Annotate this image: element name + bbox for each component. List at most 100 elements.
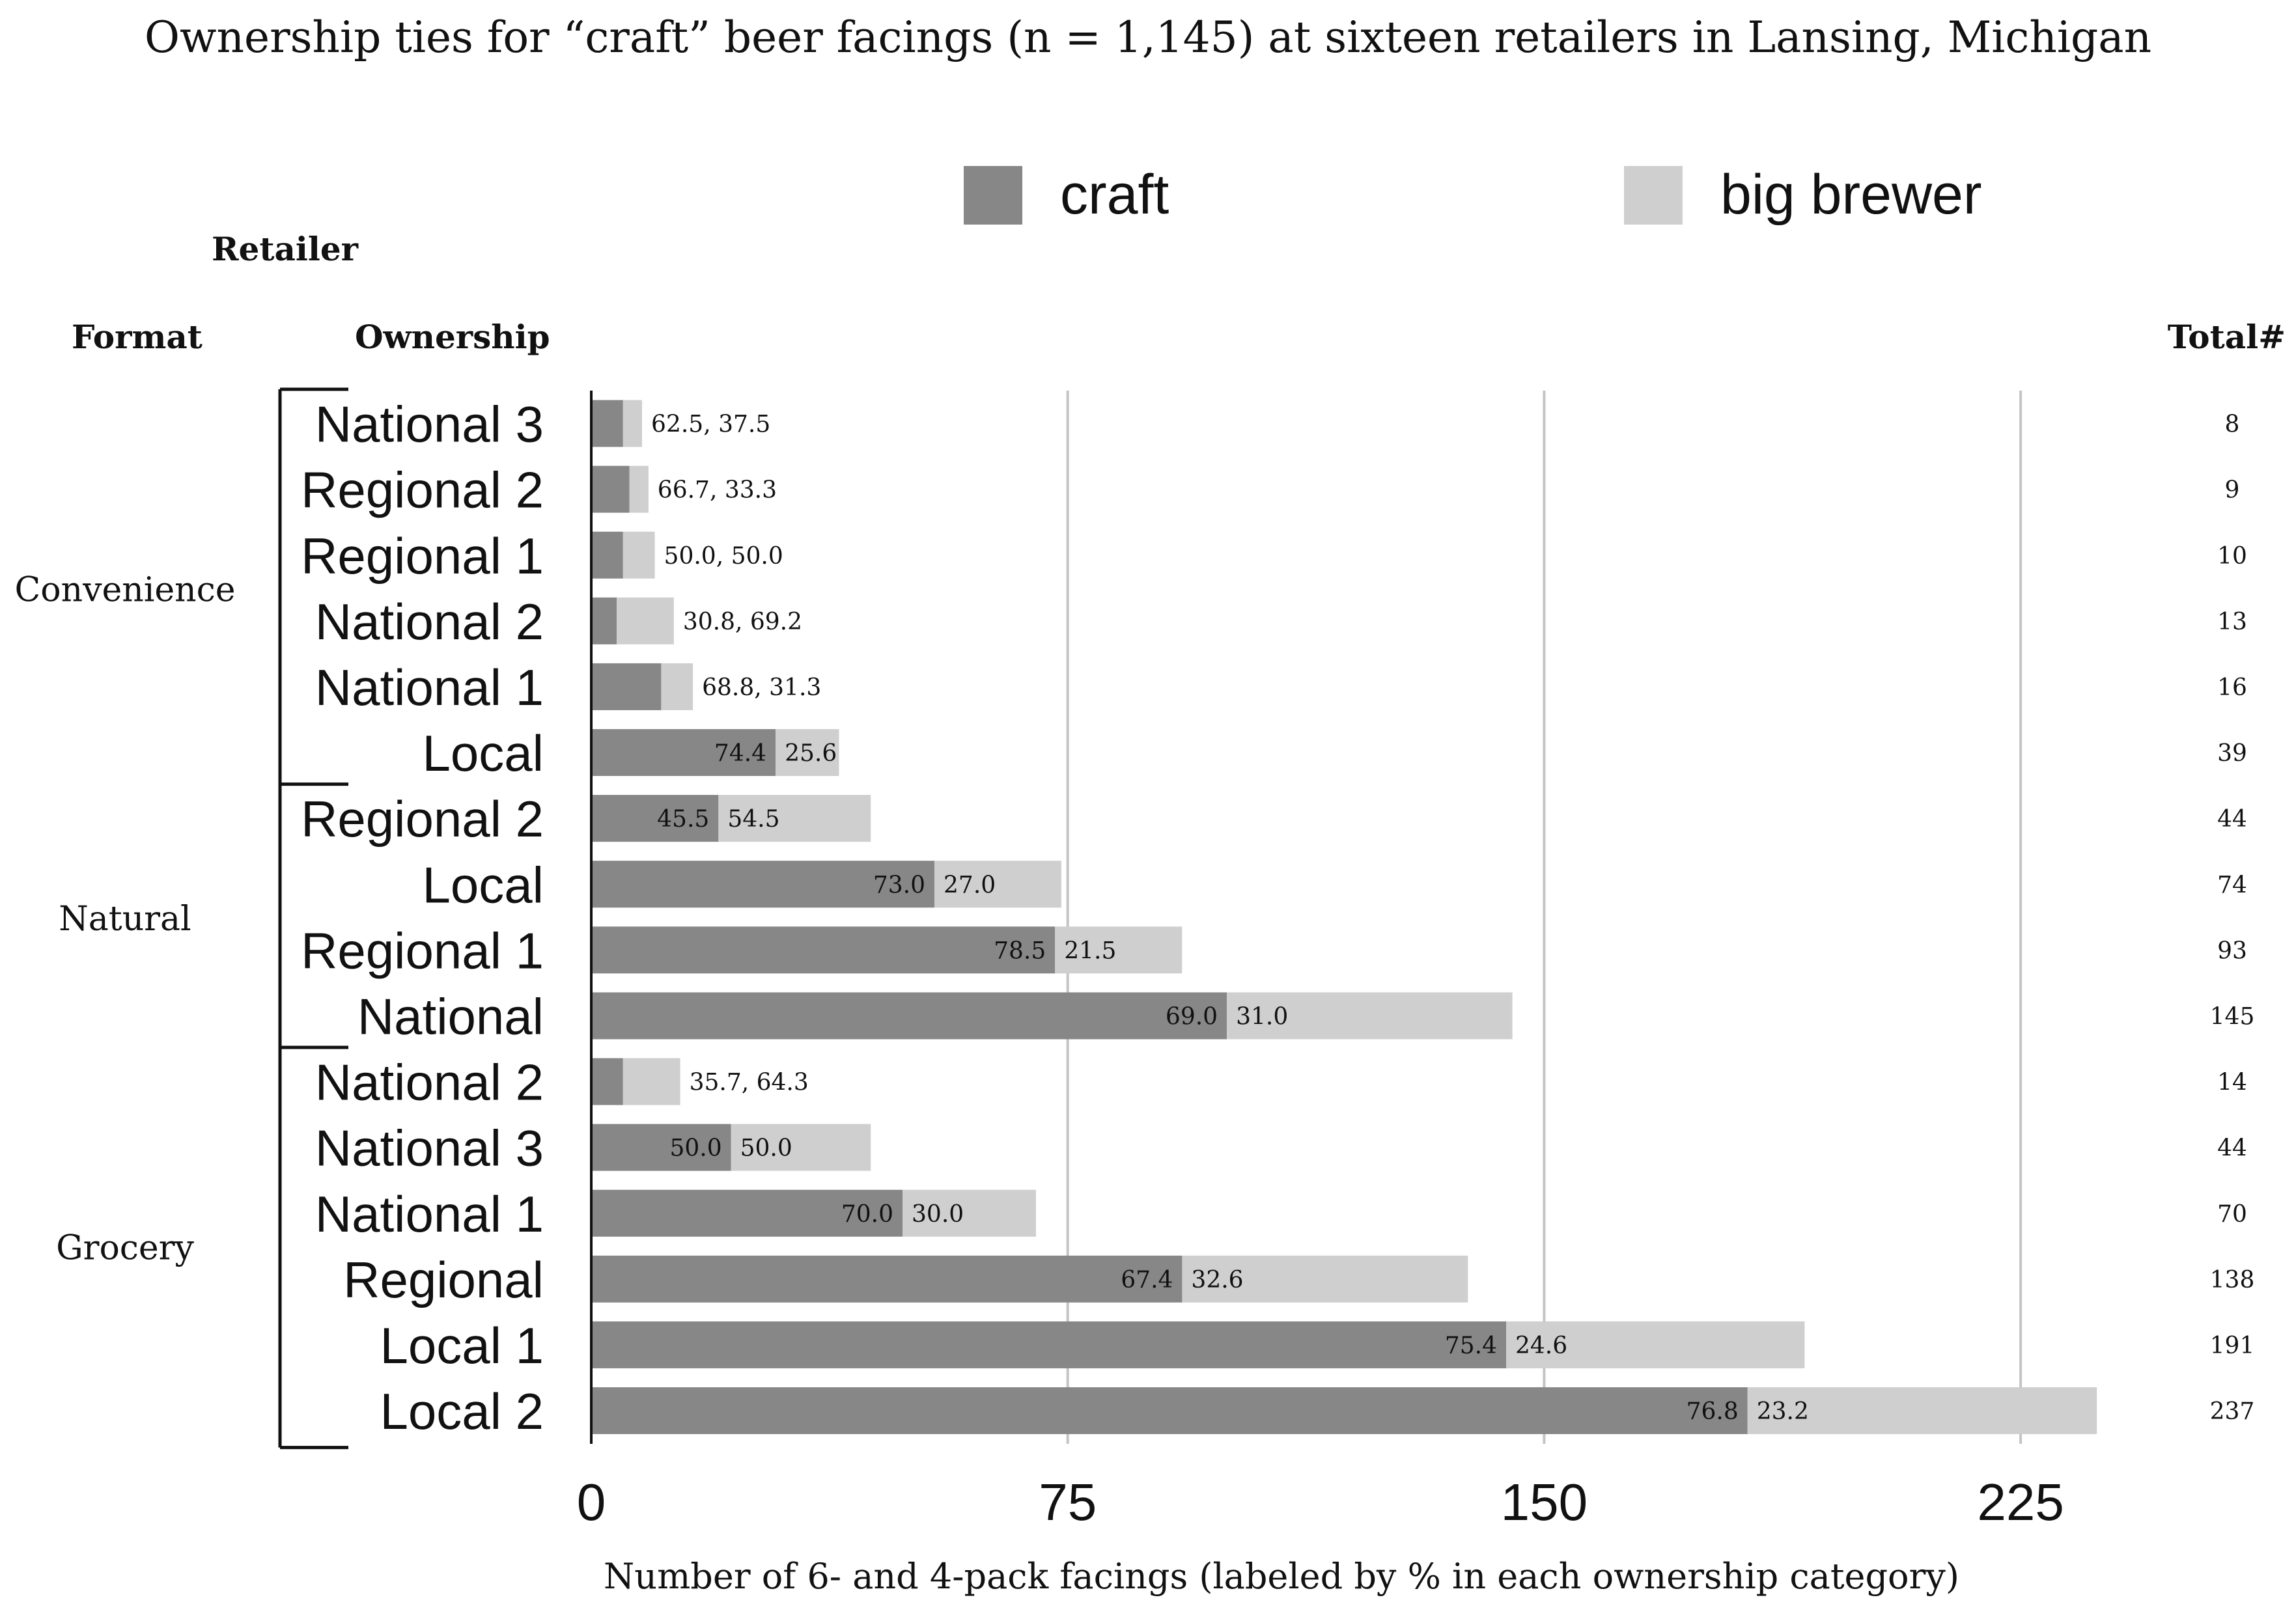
ownership-label-convenience-regional-2: Regional 2 (301, 462, 544, 519)
total-labels: 8 9 10 13 16 39 44 74 93 145 14 44 70 138 191 237 (2210, 411, 2255, 1426)
value-label-big-brewer-grocery-regional: 32.6 (1191, 1267, 1243, 1293)
total-label-grocery-regional: 138 (2210, 1267, 2255, 1293)
bar-craft-grocery-national-1 (591, 1189, 903, 1237)
ownership-label-natural-regional-1: Regional 1 (301, 922, 544, 979)
bar-craft-convenience-national-3 (591, 400, 623, 447)
x-tick-label-0: 0 (577, 1473, 606, 1531)
value-label-craft-grocery-regional: 67.4 (1121, 1267, 1173, 1293)
ownership-label-natural-local: Local (423, 856, 544, 913)
bar-craft-natural-national (591, 992, 1227, 1040)
bar-big-brewer-grocery-local-2 (1747, 1387, 2097, 1435)
header-total: Total# (2168, 318, 2286, 356)
value-label-big-brewer-natural-regional-1: 21.5 (1064, 937, 1116, 964)
format-labels: Convenience Natural Grocery (14, 570, 235, 1267)
ownership-label-convenience-national-1: National 1 (315, 659, 544, 716)
bar-craft-grocery-national-2 (591, 1058, 623, 1105)
total-label-convenience-national-3: 8 (2225, 411, 2240, 438)
bar-big-brewer-convenience-regional-2 (629, 465, 649, 513)
value-label-convenience-regional-2: 66.7, 33.3 (658, 477, 777, 504)
bar-big-brewer-grocery-national-1 (903, 1189, 1036, 1237)
value-label-big-brewer-grocery-national-3: 50.0 (740, 1135, 792, 1162)
legend-label-craft: craft (1060, 163, 1169, 226)
value-label-convenience-national-2: 30.8, 69.2 (683, 609, 802, 635)
value-labels: 62.5, 37.5 66.7, 33.3 50.0, 50.0 30.8, 69.2… (651, 411, 1809, 1426)
format-label-natural: Natural (59, 900, 191, 939)
value-label-craft-natural-local: 73.0 (873, 872, 925, 898)
x-tick-label-75: 75 (1039, 1473, 1097, 1531)
total-label-grocery-national-1: 70 (2217, 1201, 2247, 1228)
ownership-label-natural-national: National (357, 988, 544, 1045)
bar-big-brewer-grocery-national-3 (731, 1124, 871, 1171)
bar-craft-grocery-local-1 (591, 1321, 1507, 1368)
value-label-craft-grocery-local-1: 75.4 (1445, 1333, 1497, 1359)
bar-big-brewer-grocery-local-1 (1506, 1321, 1805, 1368)
bar-craft-grocery-national-3 (591, 1124, 731, 1171)
bar-craft-convenience-national-1 (591, 663, 662, 710)
format-label-grocery: Grocery (56, 1228, 194, 1267)
ownership-label-grocery-national-1: National 1 (315, 1185, 544, 1243)
value-label-convenience-national-3: 62.5, 37.5 (651, 411, 770, 438)
value-label-craft-natural-regional-1: 78.5 (994, 937, 1046, 964)
legend-swatch-craft (964, 166, 1022, 225)
ownership-label-convenience-national-3: National 3 (315, 396, 544, 453)
total-label-natural-regional-2: 44 (2217, 806, 2247, 833)
legend-swatch-big-brewer (1624, 166, 1683, 225)
x-tick-label-225: 225 (1977, 1473, 2064, 1531)
legend: craft big brewer (964, 163, 1982, 226)
bar-big-brewer-convenience-local (776, 729, 839, 777)
bar-big-brewer-natural-local (934, 861, 1061, 908)
ownership-label-grocery-national-2: National 2 (315, 1054, 544, 1111)
value-label-big-brewer-natural-local: 27.0 (944, 872, 996, 898)
value-label-craft-grocery-national-1: 70.0 (841, 1201, 893, 1228)
header-ownership: Ownership (355, 318, 550, 356)
ownership-label-convenience-regional-1: Regional 1 (301, 527, 544, 585)
x-tick-label-150: 150 (1501, 1473, 1588, 1531)
bars (591, 400, 2097, 1435)
chart-title: Ownership ties for “craft” beer facings … (145, 12, 2151, 62)
total-label-convenience-local: 39 (2217, 740, 2247, 767)
bar-craft-natural-regional-2 (591, 795, 719, 842)
format-label-convenience: Convenience (14, 570, 235, 609)
bar-craft-natural-regional-1 (591, 926, 1056, 974)
ownership-label-grocery-local-2: Local 2 (380, 1383, 544, 1440)
total-label-grocery-local-2: 237 (2210, 1398, 2255, 1425)
bar-big-brewer-grocery-regional (1182, 1255, 1468, 1303)
x-axis: 0 75 150 225 (577, 391, 2064, 1531)
value-label-craft-grocery-local-2: 76.8 (1687, 1398, 1739, 1425)
header-format: Format (72, 318, 203, 356)
value-label-craft-natural-regional-2: 45.5 (657, 806, 709, 833)
value-label-convenience-national-1: 68.8, 31.3 (702, 674, 821, 701)
total-label-grocery-national-2: 14 (2217, 1070, 2247, 1096)
bar-craft-convenience-national-2 (591, 597, 617, 644)
value-label-big-brewer-natural-national: 31.0 (1236, 1003, 1288, 1030)
total-label-natural-local: 74 (2217, 872, 2247, 898)
bar-craft-grocery-local-2 (591, 1387, 1748, 1435)
value-label-craft-grocery-national-3: 50.0 (669, 1135, 721, 1162)
value-label-big-brewer-grocery-local-2: 23.2 (1757, 1398, 1809, 1425)
bar-big-brewer-convenience-regional-1 (623, 531, 655, 579)
total-label-grocery-local-1: 191 (2210, 1333, 2255, 1359)
value-label-craft-natural-national: 69.0 (1166, 1003, 1218, 1030)
format-brackets (278, 387, 348, 1450)
ownership-label-convenience-national-2: National 2 (315, 593, 544, 650)
bar-craft-convenience-regional-2 (591, 465, 630, 513)
bar-craft-convenience-local (591, 729, 776, 777)
value-label-convenience-regional-1: 50.0, 50.0 (664, 543, 783, 570)
value-label-big-brewer-natural-regional-2: 54.5 (727, 806, 779, 833)
legend-label-big-brewer: big brewer (1720, 163, 1982, 226)
x-axis-label: Number of 6- and 4-pack facings (labeled… (604, 1556, 1959, 1597)
bar-big-brewer-natural-regional-2 (718, 795, 871, 842)
bar-craft-convenience-regional-1 (591, 531, 623, 579)
bar-big-brewer-natural-national (1227, 992, 1513, 1040)
value-label-big-brewer-convenience-local: 25.6 (785, 740, 837, 767)
bar-big-brewer-convenience-national-1 (661, 663, 693, 710)
bar-big-brewer-convenience-national-2 (617, 597, 674, 644)
total-label-convenience-regional-2: 9 (2225, 477, 2240, 504)
bar-big-brewer-grocery-national-2 (623, 1058, 680, 1105)
ownership-label-grocery-local-1: Local 1 (380, 1317, 544, 1374)
value-label-craft-convenience-local: 74.4 (714, 740, 766, 767)
total-label-natural-regional-1: 93 (2217, 937, 2247, 964)
ownership-label-natural-regional-2: Regional 2 (301, 790, 544, 848)
